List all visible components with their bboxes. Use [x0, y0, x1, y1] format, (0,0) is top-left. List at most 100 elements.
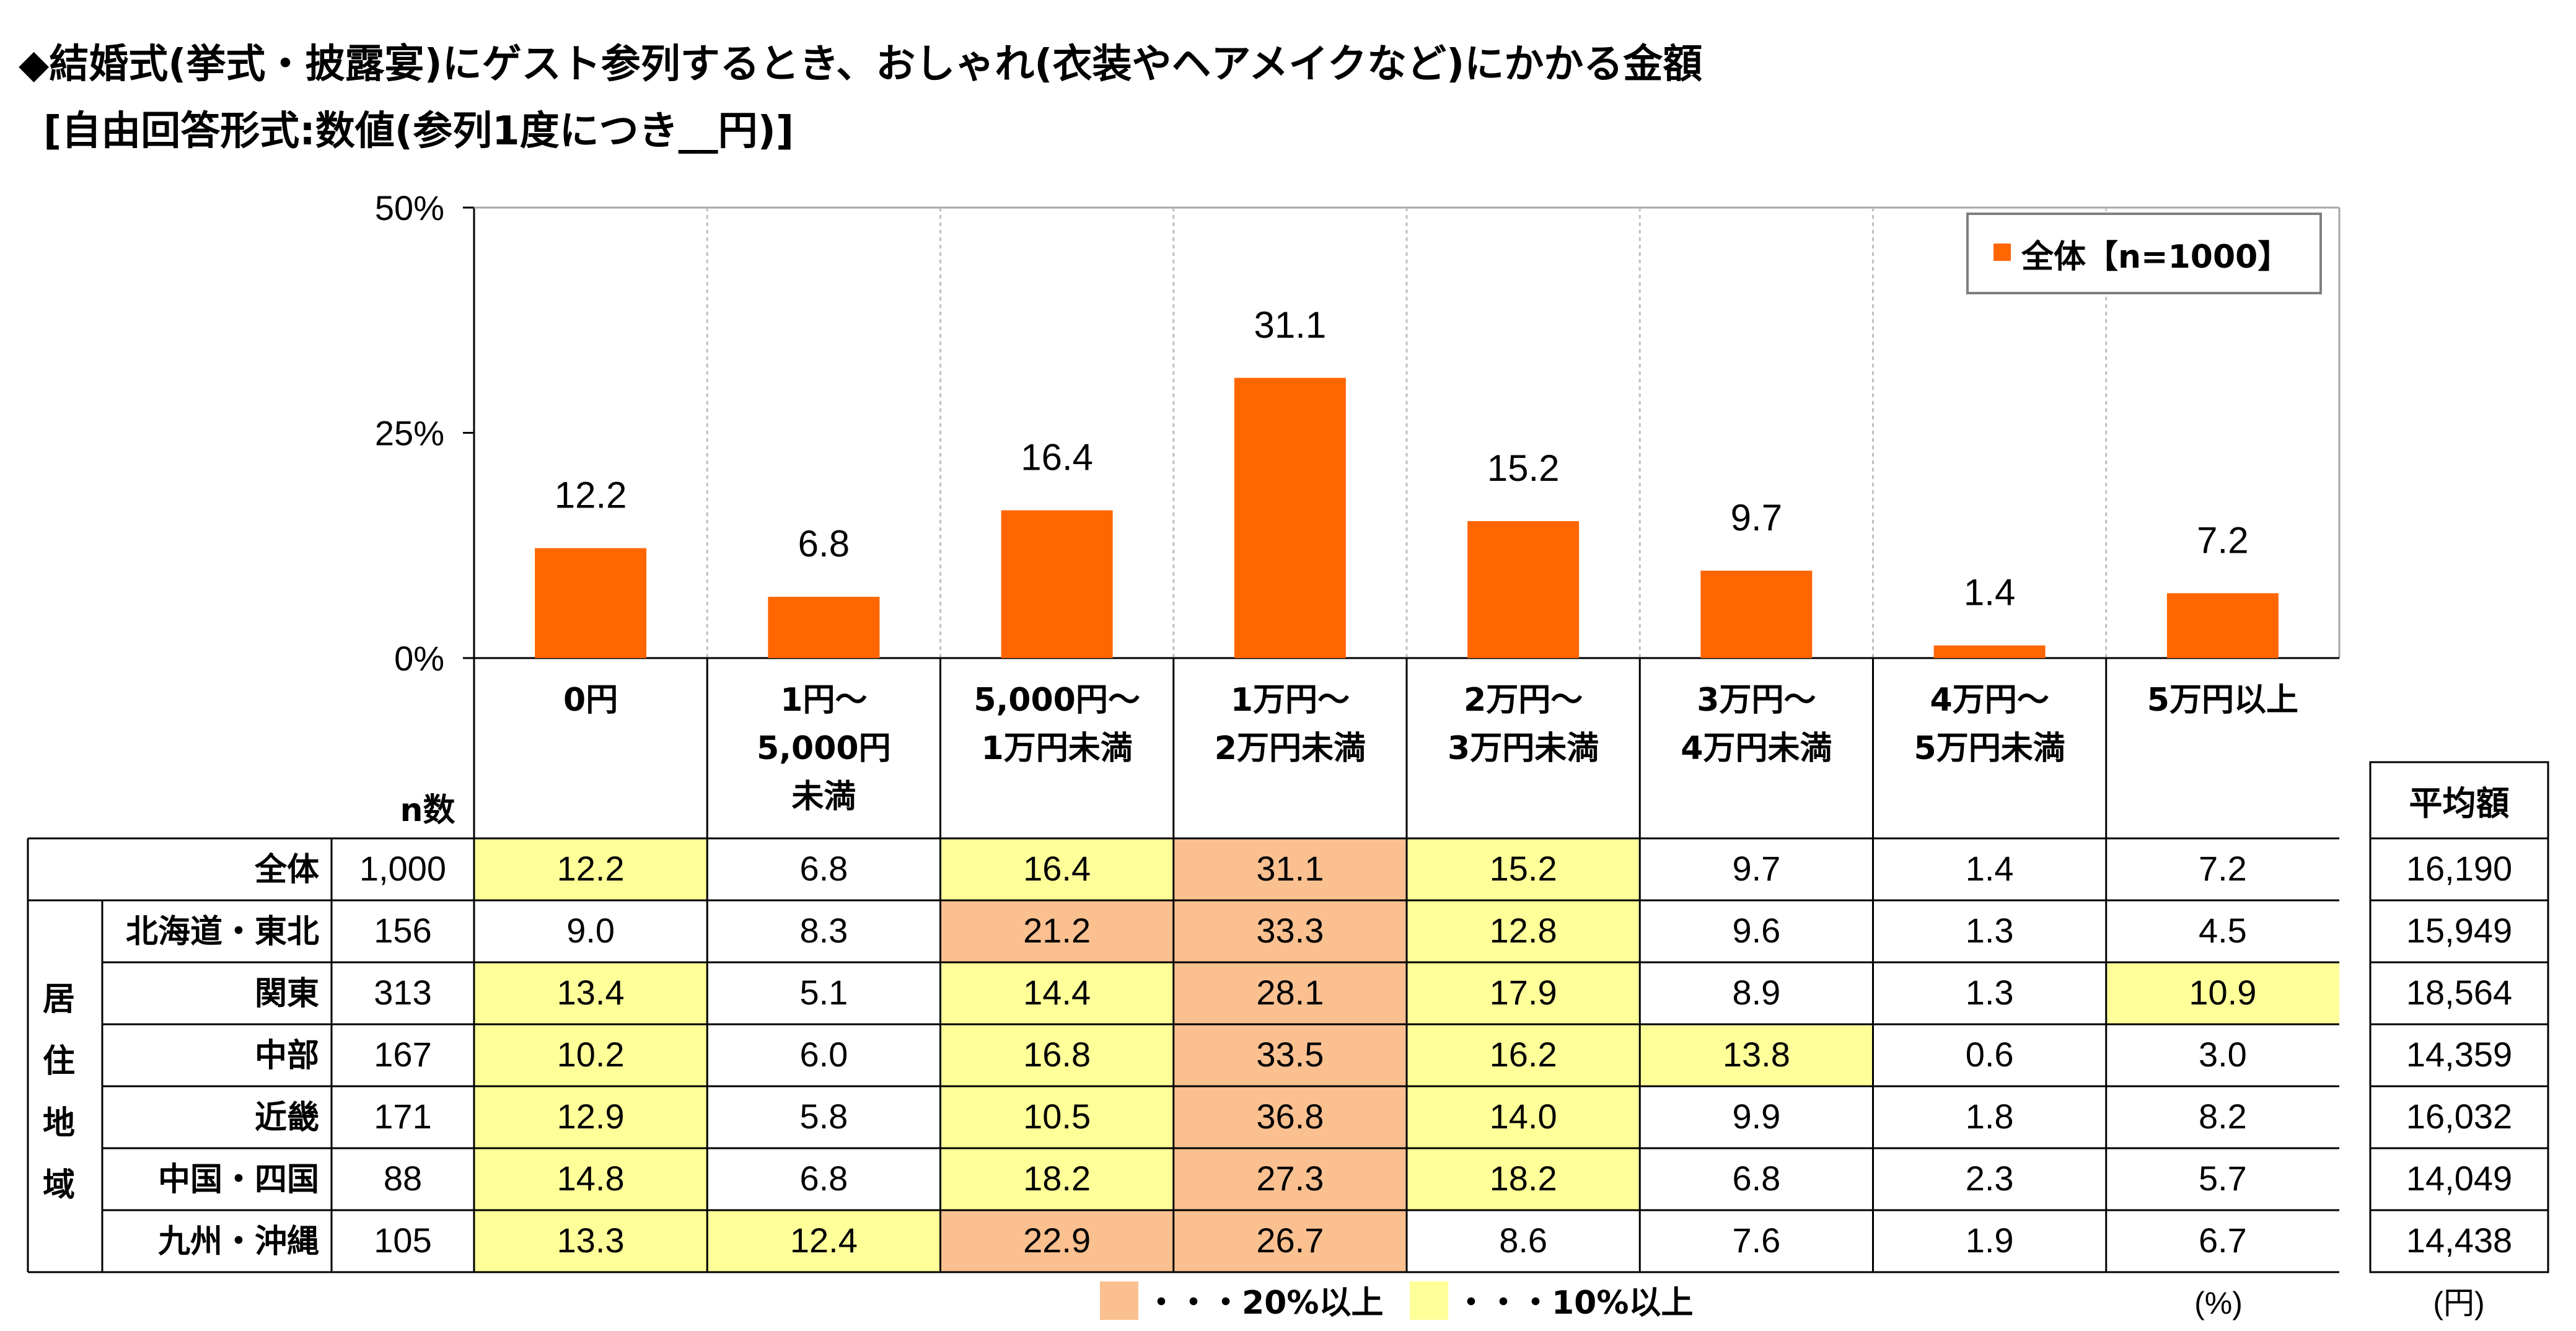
highlight-cell	[474, 962, 708, 1024]
table-cell: 33.3	[1256, 911, 1324, 950]
table-cell: 1.9	[1966, 1221, 2014, 1260]
highlight-cell	[474, 1086, 708, 1148]
legend-high-label: ・・・20%以上	[1145, 1285, 1383, 1322]
legend-mid-swatch	[1410, 1281, 1448, 1320]
category-label: 3万円〜	[1697, 682, 1816, 719]
category-label: 1万円〜	[1231, 682, 1350, 719]
avg-cell: 16,190	[2406, 849, 2512, 888]
avg-cell: 18,564	[2406, 973, 2512, 1012]
highlight-cell	[940, 900, 1174, 962]
table-cell: 18.2	[1490, 1159, 1557, 1198]
data-label: 12.2	[555, 475, 627, 516]
table-cell: 14.8	[557, 1159, 625, 1198]
table-cell: 6.8	[1732, 1159, 1780, 1198]
percent-unit: (%)	[2194, 1286, 2243, 1320]
bar	[768, 597, 880, 658]
legend-label: 全体【n=1000】	[2021, 239, 2290, 276]
table-cell: 6.8	[799, 849, 848, 888]
category-label: 5,000円	[757, 730, 890, 767]
table-cell: 5.1	[799, 973, 848, 1012]
row-label: 近畿	[255, 1099, 319, 1136]
category-label: 3万円未満	[1448, 730, 1599, 767]
table-cell: 1.3	[1966, 911, 2014, 950]
table-cell: 26.7	[1256, 1221, 1324, 1260]
data-label: 6.8	[798, 523, 850, 564]
highlight-cell	[1173, 1210, 1407, 1272]
table-cell: 7.6	[1732, 1221, 1780, 1260]
highlight-cell	[1407, 900, 1640, 962]
category-label: 4万円未満	[1681, 730, 1832, 767]
chart-subtitle: [自由回答形式:数値(参列1度につき__円)]	[43, 108, 794, 154]
category-label: 5万円未満	[1914, 730, 2065, 767]
table-cell: 9.0	[566, 911, 615, 950]
table-cell: 12.2	[557, 849, 625, 888]
category-label: 5万円以上	[2147, 682, 2298, 719]
legend-swatch	[1994, 244, 2011, 261]
avg-header: 平均額	[2409, 784, 2510, 823]
highlight-cell	[474, 1024, 708, 1086]
category-label: 4万円〜	[1930, 682, 2049, 719]
legend-box	[1966, 213, 2322, 294]
highlight-cell	[1640, 1024, 1873, 1086]
data-label: 9.7	[1731, 497, 1782, 538]
category-label: 未満	[791, 778, 856, 815]
bar	[1700, 570, 1813, 658]
category-label: 1円〜	[780, 682, 867, 719]
table-cell: 5.7	[2199, 1159, 2247, 1198]
y-tick-label: 25%	[375, 414, 444, 453]
table-cell: 13.4	[557, 973, 625, 1012]
highlight-cell	[1173, 900, 1407, 962]
table-cell: 10.5	[1023, 1097, 1091, 1136]
table-cell: 14.4	[1023, 973, 1091, 1012]
highlight-cell	[940, 962, 1174, 1024]
row-n: 167	[374, 1035, 431, 1074]
highlight-cell	[1407, 1086, 1640, 1148]
table-cell: 1.8	[1966, 1097, 2014, 1136]
row-label: 北海道・東北	[126, 913, 319, 951]
table-cell: 6.8	[799, 1159, 848, 1198]
table-cell: 12.8	[1490, 911, 1557, 950]
table-cell: 0.6	[1966, 1035, 2014, 1074]
highlight-cell	[940, 1086, 1174, 1148]
bar	[2166, 593, 2279, 658]
avg-cell: 15,949	[2406, 911, 2512, 950]
table-cell: 12.4	[790, 1221, 858, 1260]
y-tick-label: 50%	[375, 188, 444, 227]
table-cell: 8.9	[1732, 973, 1780, 1012]
row-label: 全体	[254, 851, 319, 889]
group-label: 居	[43, 981, 75, 1018]
table-cell: 12.9	[557, 1097, 625, 1136]
table-cell: 36.8	[1256, 1097, 1324, 1136]
highlight-cell	[1173, 1086, 1407, 1148]
group-label: 地	[43, 1105, 75, 1142]
table-cell: 16.8	[1023, 1035, 1091, 1074]
highlight-cell	[1173, 1148, 1407, 1210]
category-label: 2万円〜	[1464, 682, 1583, 719]
data-label: 15.2	[1487, 447, 1560, 489]
data-label: 31.1	[1254, 304, 1326, 346]
data-label: 1.4	[1964, 572, 2015, 613]
table-cell: 14.0	[1490, 1097, 1557, 1136]
bar	[1234, 377, 1346, 658]
avg-cell: 14,359	[2406, 1035, 2512, 1074]
table-cell: 28.1	[1256, 973, 1324, 1012]
highlight-cell	[1173, 962, 1407, 1024]
table-cell: 13.3	[557, 1221, 625, 1260]
row-n: 88	[384, 1159, 422, 1198]
highlight-cell	[474, 1148, 708, 1210]
chart-title: ◆結婚式(挙式・披露宴)にゲスト参列するとき、おしゃれ(衣装やヘアメイクなど)に…	[19, 42, 1703, 87]
n-header: n数	[400, 792, 455, 829]
table-cell: 27.3	[1256, 1159, 1324, 1198]
avg-cell: 16,032	[2406, 1097, 2512, 1136]
row-n: 105	[374, 1221, 431, 1260]
table-cell: 15.2	[1490, 849, 1557, 888]
table-cell: 22.9	[1023, 1221, 1091, 1260]
yen-unit: (円)	[2433, 1286, 2484, 1320]
avg-column-box	[2369, 761, 2549, 1273]
bar	[1001, 510, 1113, 658]
bar	[1933, 645, 2046, 658]
y-tick-label: 0%	[394, 639, 444, 678]
data-label: 7.2	[2197, 519, 2248, 561]
table-cell: 21.2	[1023, 911, 1091, 950]
table-cell: 10.9	[2189, 973, 2256, 1012]
